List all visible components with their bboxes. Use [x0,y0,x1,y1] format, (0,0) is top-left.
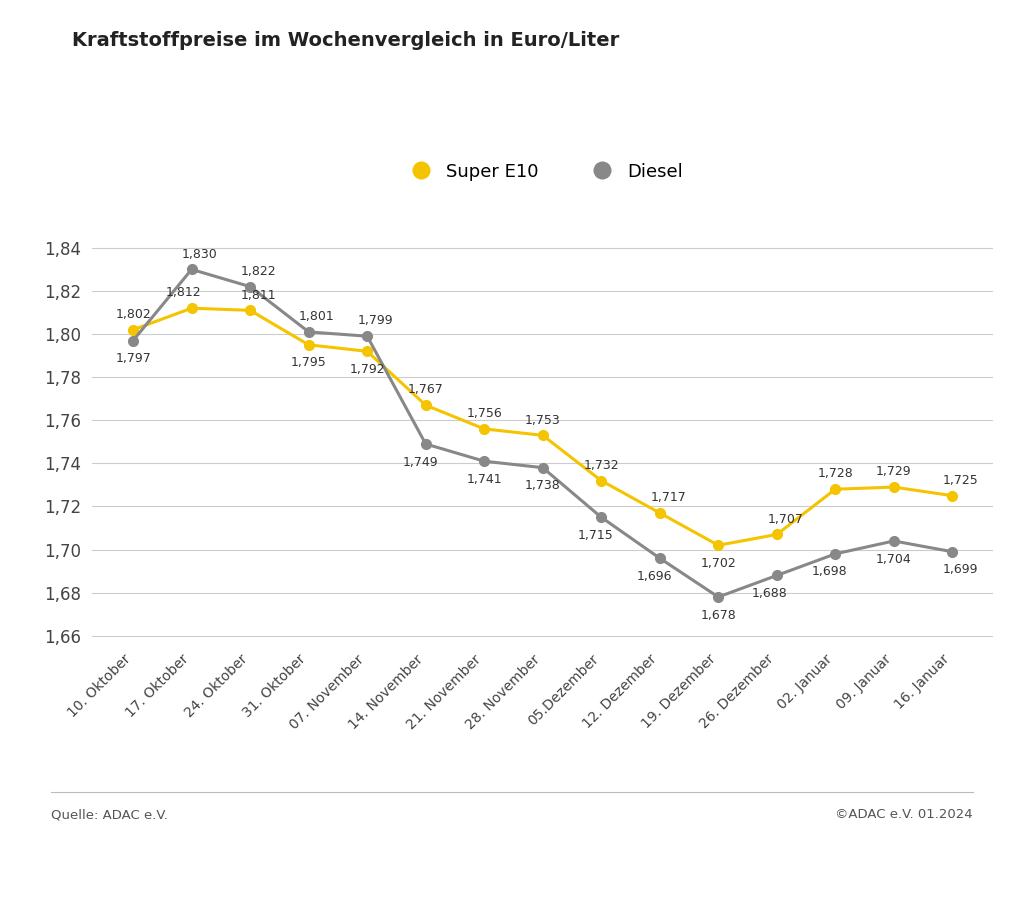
Text: 1,741: 1,741 [466,472,502,486]
Text: 1,678: 1,678 [700,609,736,621]
Super E10 [302,339,314,350]
Text: 1,753: 1,753 [525,414,560,427]
Diesel [595,512,607,523]
Diesel [478,456,490,467]
Super E10 [653,507,666,518]
Super E10 [595,475,607,486]
Text: 1,704: 1,704 [876,552,911,566]
Text: 1,728: 1,728 [817,468,853,480]
Text: 1,715: 1,715 [578,529,613,541]
Diesel [302,327,314,338]
Super E10 [537,430,549,441]
Text: 1,738: 1,738 [525,480,560,492]
Text: 1,725: 1,725 [943,474,979,487]
Text: 1,799: 1,799 [357,314,393,328]
Text: 1,717: 1,717 [650,491,686,504]
Line: Diesel: Diesel [128,265,957,602]
Diesel [361,330,374,341]
Diesel [712,592,724,603]
Diesel [829,549,842,559]
Line: Super E10: Super E10 [128,304,957,550]
Text: 1,830: 1,830 [182,248,218,260]
Text: 1,811: 1,811 [241,288,276,302]
Text: 1,801: 1,801 [299,310,335,323]
Text: 1,699: 1,699 [943,563,978,577]
Text: 1,756: 1,756 [466,407,502,420]
Diesel [244,281,256,292]
Text: 1,792: 1,792 [349,363,385,376]
Text: 1,707: 1,707 [767,513,803,525]
Super E10 [361,346,374,357]
Legend: Super E10, Diesel: Super E10, Diesel [395,155,690,188]
Super E10 [420,400,432,410]
Super E10 [829,484,842,495]
Super E10 [478,424,490,435]
Super E10 [127,324,139,335]
Text: 1,696: 1,696 [637,569,672,583]
Text: 1,729: 1,729 [876,465,911,479]
Text: Kraftstoffpreise im Wochenvergleich in Euro/Liter: Kraftstoffpreise im Wochenvergleich in E… [72,31,618,50]
Super E10 [771,529,783,540]
Text: 1,702: 1,702 [700,557,736,570]
Diesel [771,570,783,581]
Diesel [420,438,432,449]
Diesel [127,335,139,346]
Text: Quelle: ADAC e.V.: Quelle: ADAC e.V. [51,808,168,821]
Text: 1,688: 1,688 [752,587,787,600]
Text: 1,749: 1,749 [402,455,438,469]
Super E10 [712,540,724,550]
Text: ©ADAC e.V. 01.2024: ©ADAC e.V. 01.2024 [836,808,973,821]
Text: 1,812: 1,812 [166,286,201,299]
Super E10 [244,305,256,316]
Super E10 [946,490,958,501]
Diesel [946,546,958,557]
Diesel [537,462,549,473]
Text: 1,795: 1,795 [291,357,327,369]
Diesel [653,553,666,564]
Text: 1,797: 1,797 [116,352,151,365]
Text: 1,698: 1,698 [812,566,848,578]
Text: 1,767: 1,767 [408,383,443,396]
Diesel [888,535,900,546]
Text: 1,822: 1,822 [241,265,276,277]
Diesel [185,264,198,275]
Text: 1,732: 1,732 [584,459,620,471]
Text: 1,802: 1,802 [116,308,151,321]
Super E10 [888,481,900,492]
Super E10 [185,303,198,313]
